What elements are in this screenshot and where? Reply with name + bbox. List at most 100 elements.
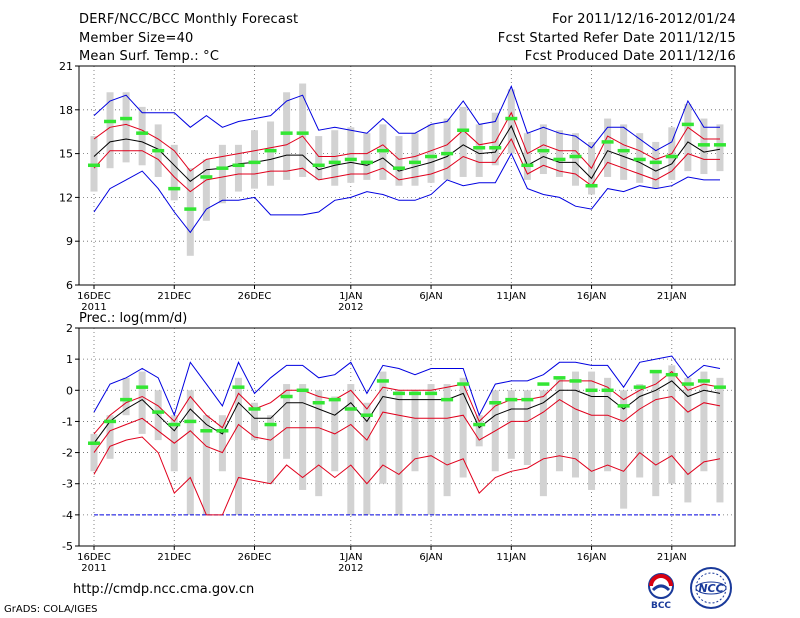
p2-box-26 [507,390,515,459]
p2-box-12 [283,384,291,459]
p2-box-14 [315,390,323,497]
p2-box-1 [106,415,114,459]
p2-box-17 [363,402,371,515]
p2-box-3 [138,371,146,434]
p2-ytick-label-7: 2 [66,322,73,335]
p1-box-23 [459,106,467,177]
p2-ytick-label-5: 0 [66,384,73,397]
p2-box-38 [700,371,708,472]
produced-date: Fcst Produced Date 2011/12/16 [524,49,736,64]
p2-box-16 [347,384,355,515]
p1-series-1 [93,152,720,234]
p2-box-30 [572,371,579,478]
grads-credit: GrADS: COLA/IGES [4,604,98,615]
p2-box-31 [588,371,596,490]
p1-box-32 [604,118,612,177]
p1-xtick-label-2: 26DEC [238,291,272,302]
p2-series-3 [93,436,721,516]
p2-box-29 [555,377,563,472]
p1-box-16 [347,127,355,183]
p2-box-35 [652,371,660,497]
p1-xtick-label-0: 16DEC [77,291,111,302]
variable-label: Mean Surf. Temp.: °C [79,49,220,64]
p2-ytick-label-2: -3 [62,478,73,491]
p1-ytick-label-0: 6 [66,279,73,292]
p1-box-8 [218,144,226,204]
p2-xtick-label-0: 16DEC [77,552,111,563]
p1-box-39 [716,124,724,172]
p2-xtick-label-3: 1JAN [339,552,362,563]
p2-box-34 [636,384,644,478]
p1-box-14 [315,136,323,180]
p1-box-19 [395,136,403,186]
p2-xtick-sublabel-0: 2011 [81,563,106,574]
p2-box-2 [122,377,130,416]
p2-ytick-label-0: -5 [62,540,73,553]
p1-box-6 [186,168,194,256]
p2-box-9 [234,377,242,515]
p2-series-4 [93,395,721,454]
p2-box-13 [299,384,307,490]
p2-box-19 [395,390,403,515]
p1-box-10 [251,130,258,189]
p2-xtick-label-4: 6JAN [419,552,442,563]
p2-ytick-label-4: -1 [62,415,73,428]
p1-box-24 [475,124,483,177]
p2-box-37 [684,377,692,503]
p1-xtick-label-5: 11JAN [496,291,526,302]
p1-box-1 [106,92,114,169]
p1-box-21 [427,124,435,183]
p1-box-35 [652,141,660,189]
p2-box-7 [202,415,210,515]
p1-xtick-label-7: 21JAN [657,291,687,302]
bcc-logo: BCC [648,573,674,610]
p1-box-26 [507,89,515,154]
p2-ytick-label-3: -2 [62,447,73,460]
p1-box-7 [202,159,210,221]
p1-box-2 [122,92,130,163]
p2-series-0 [93,355,721,417]
bcc-logo-label: BCC [651,601,671,610]
p2-box-21 [427,384,435,515]
p2-box-11 [267,415,275,484]
p1-xtick-sublabel-0: 2011 [81,302,106,313]
p2-box-27 [523,390,531,466]
p2-ytick-label-6: 1 [66,353,73,366]
p1-box-37 [684,103,692,172]
p1-ytick-label-2: 12 [59,191,73,204]
p2-box-6 [186,390,194,515]
p1-box-27 [523,133,531,180]
p2-box-39 [716,377,724,503]
member-size: Member Size=40 [79,31,194,46]
p1-xtick-label-6: 16JAN [577,291,607,302]
p1-ytick-label-1: 9 [66,235,73,248]
p1-box-3 [138,106,146,166]
p2-box-36 [668,365,676,484]
p1-ytick-label-5: 21 [59,60,73,73]
p2-xtick-label-2: 26DEC [238,552,272,563]
precip-title: Prec.: log(mm/d) [79,311,187,326]
p1-box-12 [283,92,291,180]
p2-frame [78,327,736,547]
p1-xtick-label-1: 21DEC [157,291,191,302]
p1-box-17 [363,133,371,180]
p1-box-20 [411,133,419,186]
p2-box-24 [475,415,483,447]
p2-box-10 [251,402,258,441]
started-date: Fcst Started Refer Date 2011/12/15 [497,31,736,46]
p2-box-22 [443,384,451,497]
p1-ytick-label-3: 15 [59,148,73,161]
forecast-period: For 2011/12/16-2012/01/24 [552,12,736,27]
p1-ytick-label-4: 18 [59,104,73,117]
p2-box-32 [604,377,612,472]
p2-xtick-sublabel-3: 2012 [338,563,363,574]
footer-url[interactable]: http://cmdp.ncc.cma.gov.cn [73,582,255,597]
p1-series-0 [93,85,720,152]
p2-box-28 [539,390,547,497]
forecast-title: DERF/NCC/BCC Monthly Forecast [79,12,299,27]
p2-box-23 [459,377,467,478]
p1-series-3 [93,137,720,193]
p1-box-30 [572,133,579,186]
p1-xtick-label-4: 6JAN [419,291,442,302]
